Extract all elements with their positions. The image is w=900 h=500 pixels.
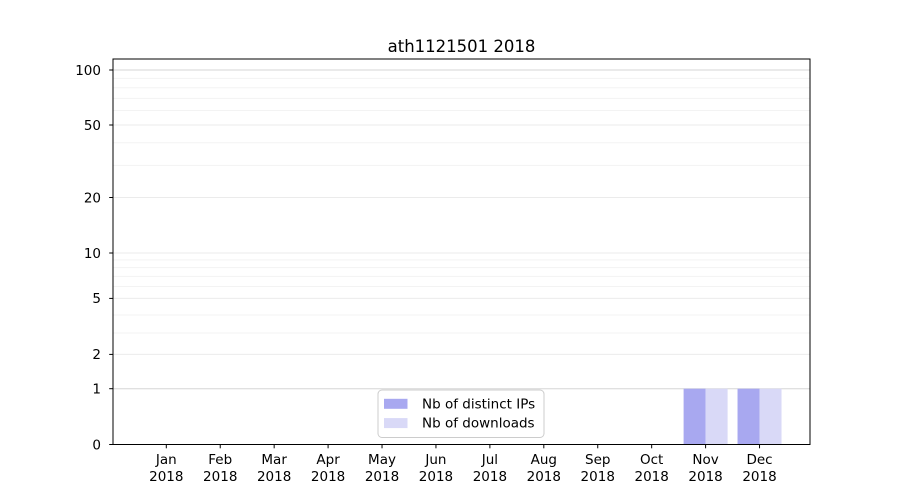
legend-label-downloads: Nb of downloads [422, 416, 535, 432]
legend-box [377, 389, 545, 438]
legend-swatch-downloads [384, 418, 408, 429]
x-tick-label-year: 2018 [311, 469, 345, 485]
bar-downloads-nov [705, 388, 728, 445]
x-tick-label-year: 2018 [203, 469, 237, 485]
legend-swatch-distinct-ips [384, 398, 408, 409]
x-tick-label-month: Nov [692, 452, 718, 468]
bar-distinct-ips-nov [683, 388, 706, 445]
y-tick-label: 100 [75, 63, 101, 79]
x-tick-label-year: 2018 [473, 469, 507, 485]
x-tick-label-month: Apr [316, 452, 340, 468]
x-tick-label-month: Jun [424, 452, 446, 468]
x-tick-label-year: 2018 [365, 469, 399, 485]
x-tick-label-year: 2018 [527, 469, 561, 485]
y-tick-label: 20 [84, 190, 101, 206]
legend: Nb of distinct IPs Nb of downloads [377, 389, 545, 438]
legend-label-distinct-ips: Nb of distinct IPs [422, 396, 535, 412]
plot-border [112, 58, 811, 445]
x-tick-label-year: 2018 [581, 469, 615, 485]
y-tick-label: 0 [92, 437, 101, 453]
x-tick-label-month: Jan [155, 452, 177, 468]
x-tick-label-year: 2018 [419, 469, 453, 485]
gridlines [113, 69, 810, 390]
y-tick-label: 50 [84, 118, 101, 134]
bars [683, 388, 782, 445]
x-tick-label-year: 2018 [634, 469, 668, 485]
x-tick-label-month: Dec [746, 452, 772, 468]
bar-distinct-ips-dec [737, 388, 760, 445]
x-tick-label-month: Sep [585, 452, 610, 468]
x-tick-label-month: May [368, 452, 396, 468]
bar-downloads-dec [759, 388, 782, 445]
x-tick-label-month: Oct [640, 452, 663, 468]
y-tick-label: 5 [92, 291, 101, 307]
chart-title: ath1121501 2018 [388, 37, 536, 56]
axes-ticks: 0125102050100Jan2018Feb2018Mar2018Apr201… [75, 63, 776, 485]
x-tick-label-year: 2018 [149, 469, 183, 485]
y-tick-label: 1 [92, 382, 101, 398]
x-tick-label-year: 2018 [688, 469, 722, 485]
x-tick-label-year: 2018 [257, 469, 291, 485]
x-tick-label-year: 2018 [742, 469, 776, 485]
y-tick-label: 2 [92, 347, 101, 363]
y-tick-label: 10 [84, 246, 101, 262]
x-tick-label-month: Feb [208, 452, 232, 468]
x-tick-label-month: Jul [481, 452, 498, 468]
x-tick-label-month: Aug [531, 452, 557, 468]
x-tick-label-month: Mar [261, 452, 287, 468]
